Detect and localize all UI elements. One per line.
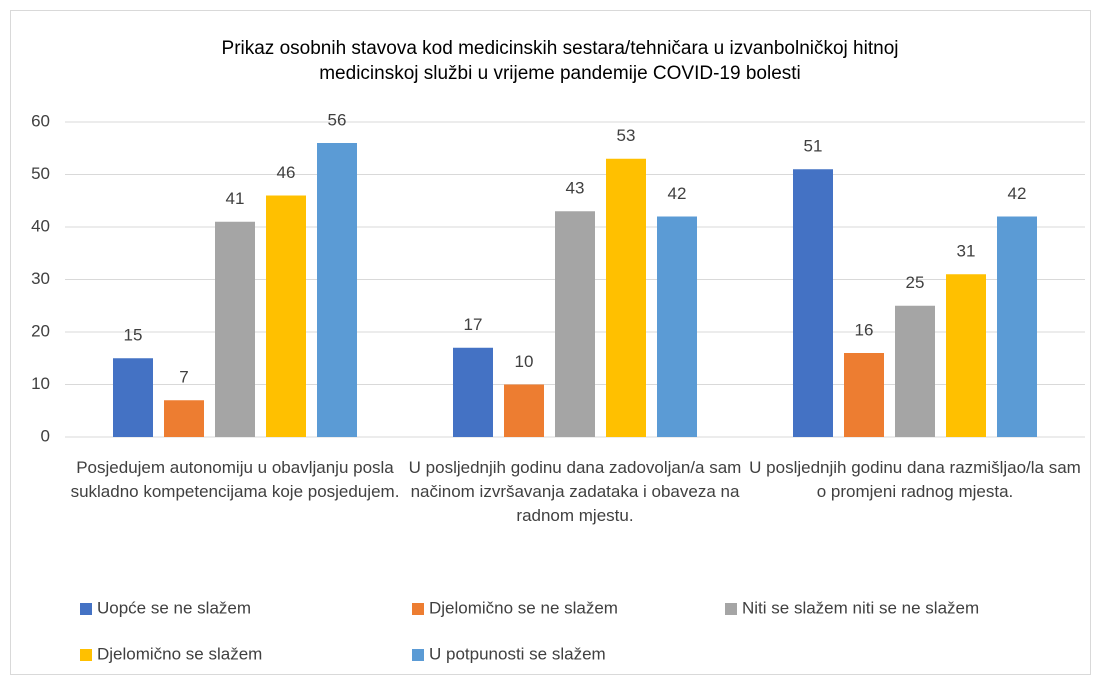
legend-label: U potpunosti se slažem [429,644,606,663]
chart-title: medicinskoj službi u vrijeme pandemije C… [319,63,801,84]
legend-swatch [412,649,424,661]
data-label: 46 [277,163,296,182]
y-tick-label: 60 [31,111,50,130]
bar [946,274,986,437]
data-label: 51 [804,137,823,156]
y-tick-label: 0 [41,426,50,445]
bar [215,221,255,437]
y-tick-label: 30 [31,269,50,288]
data-label: 56 [328,110,347,129]
legend-swatch [80,649,92,661]
bar [793,169,833,437]
data-label: 31 [957,242,976,261]
data-label: 17 [464,315,483,334]
bar [657,216,697,437]
legend-swatch [80,603,92,615]
y-tick-label: 40 [31,216,50,235]
y-tick-label: 10 [31,374,50,393]
bar [317,143,357,437]
bar [844,353,884,437]
legend-label: Djelomično se slažem [97,644,262,663]
legend-label: Djelomično se ne slažem [429,598,618,617]
data-label: 53 [617,126,636,145]
data-label: 7 [179,368,188,387]
x-tick-label: U posljednjih godinu dana razmišljao/la … [749,458,1081,501]
legend-label: Niti se slažem niti se ne slažem [742,598,979,617]
data-label: 16 [855,320,874,339]
data-label: 10 [515,352,534,371]
bar [997,216,1037,437]
bar [555,211,595,437]
data-label: 42 [668,184,687,203]
bar [606,158,646,437]
bar [453,347,493,437]
y-tick-label: 20 [31,321,50,340]
y-tick-label: 50 [31,164,50,183]
x-tick-label: Posjedujem autonomiju u obavljanju posla… [70,458,400,501]
legend-swatch [412,603,424,615]
legend-label: Uopće se ne slažem [97,598,251,617]
chart-title: Prikaz osobnih stavova kod medicinskih s… [222,38,899,59]
bar [504,384,544,437]
legend-swatch [725,603,737,615]
bar [266,195,306,437]
bar [895,305,935,437]
bar [164,400,204,437]
bar [113,358,153,437]
data-label: 41 [226,189,245,208]
data-label: 15 [124,326,143,345]
x-tick-label: U posljednjih godinu dana zadovoljan/a s… [408,458,742,525]
data-label: 25 [906,273,925,292]
data-label: 42 [1008,184,1027,203]
data-label: 43 [566,179,585,198]
